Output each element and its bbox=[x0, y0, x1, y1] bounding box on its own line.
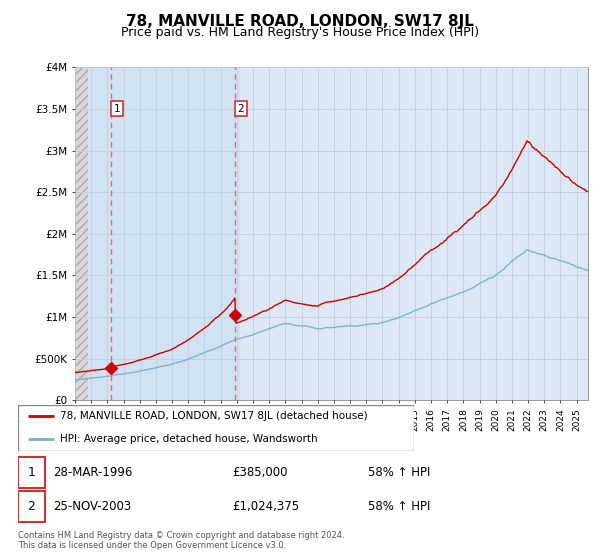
Text: 1: 1 bbox=[28, 466, 35, 479]
Text: 28-MAR-1996: 28-MAR-1996 bbox=[53, 466, 133, 479]
Text: 1: 1 bbox=[113, 104, 120, 114]
Text: HPI: Average price, detached house, Wandsworth: HPI: Average price, detached house, Wand… bbox=[59, 435, 317, 444]
Bar bbox=[75, 67, 88, 400]
Text: £1,024,375: £1,024,375 bbox=[232, 500, 299, 513]
Text: 78, MANVILLE ROAD, LONDON, SW17 8JL: 78, MANVILLE ROAD, LONDON, SW17 8JL bbox=[126, 14, 474, 29]
Text: 25-NOV-2003: 25-NOV-2003 bbox=[53, 500, 131, 513]
Text: 58% ↑ HPI: 58% ↑ HPI bbox=[368, 500, 430, 513]
Text: 2: 2 bbox=[28, 500, 35, 513]
Bar bbox=[18, 457, 45, 488]
Bar bbox=[75, 67, 88, 400]
Bar bbox=[18, 491, 45, 522]
Text: Price paid vs. HM Land Registry's House Price Index (HPI): Price paid vs. HM Land Registry's House … bbox=[121, 26, 479, 39]
Text: 78, MANVILLE ROAD, LONDON, SW17 8JL (detached house): 78, MANVILLE ROAD, LONDON, SW17 8JL (det… bbox=[59, 412, 367, 421]
Text: Contains HM Land Registry data © Crown copyright and database right 2024.
This d: Contains HM Land Registry data © Crown c… bbox=[18, 531, 344, 550]
Text: 58% ↑ HPI: 58% ↑ HPI bbox=[368, 466, 430, 479]
Text: £385,000: £385,000 bbox=[232, 466, 288, 479]
Bar bbox=[88, 67, 240, 400]
Text: 2: 2 bbox=[238, 104, 244, 114]
